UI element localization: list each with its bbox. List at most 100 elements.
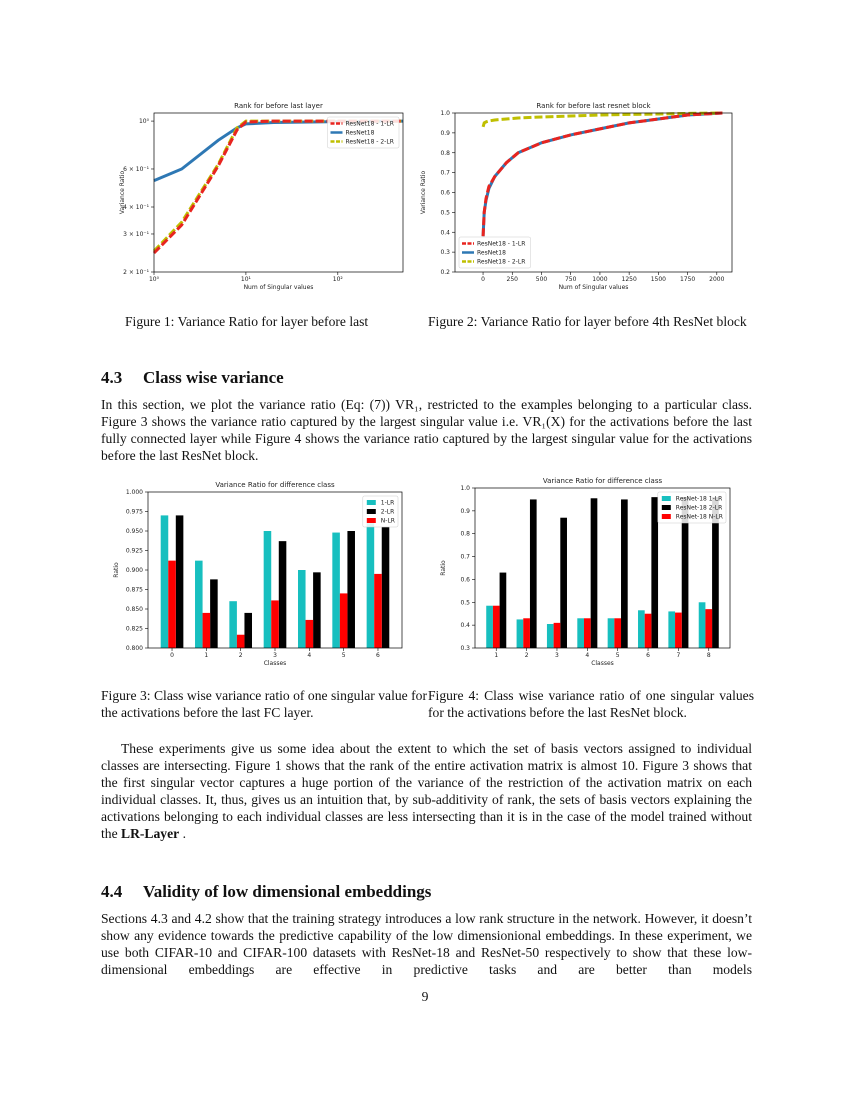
paragraph: Sections 4.3 and 4.2 show that the train… xyxy=(101,911,752,977)
section-heading: 4.3 Class wise variance xyxy=(101,369,284,386)
line-series xyxy=(152,119,403,255)
line-series xyxy=(481,111,723,128)
legend-label: ResNet-18 N-LR xyxy=(676,514,723,521)
bar xyxy=(305,619,314,648)
bar xyxy=(698,602,706,648)
bold-term: LR-Layer xyxy=(121,826,180,841)
bar xyxy=(263,531,272,648)
y-tick-label: 2 × 10⁻¹ xyxy=(123,269,149,276)
section-title: Class wise variance xyxy=(143,368,284,387)
bar xyxy=(347,531,355,648)
figures: Rank for before last layer Num of Singula… xyxy=(113,102,733,667)
bar xyxy=(210,579,218,648)
paragraph: In this section, we plot the variance ra… xyxy=(101,397,752,463)
legend-label: ResNet-18 2-LR xyxy=(676,505,722,512)
y-tick-label: 0.2 xyxy=(440,269,450,276)
bar xyxy=(607,618,615,648)
legend-label: ResNet-18 1-LR xyxy=(676,496,722,503)
caption: Figure 1: Variance Ratio for layer befor… xyxy=(125,314,369,329)
x-tick-label: 7 xyxy=(676,652,680,659)
bar xyxy=(175,515,184,648)
x-tick-label: 6 xyxy=(646,652,650,659)
bar xyxy=(202,612,211,648)
x-tick-label: 8 xyxy=(707,652,711,659)
y-axis-label: Variance Ratio xyxy=(420,171,427,215)
x-tick-label: 2 xyxy=(239,652,243,659)
legend-swatch xyxy=(366,518,376,523)
bar xyxy=(668,611,676,648)
section-heading: 4.4 Validity of low dimensional embedding… xyxy=(101,883,431,900)
y-tick-label: 0.4 xyxy=(460,622,470,629)
legend-label: ResNet18 xyxy=(477,250,506,257)
x-tick-label: 1 xyxy=(204,652,208,659)
text: . xyxy=(182,826,186,841)
bar xyxy=(621,499,628,648)
bar xyxy=(236,634,245,648)
legend-label: ResNet18 - 2-LR xyxy=(477,259,525,266)
plot-frame xyxy=(474,487,731,649)
bar xyxy=(651,497,659,648)
legend-swatch xyxy=(661,505,671,510)
page-number: 9 xyxy=(421,989,429,1004)
y-axis-label: Ratio xyxy=(113,562,120,578)
x-tick-label: 3 xyxy=(555,652,559,659)
x-tick-label: 500 xyxy=(536,276,548,283)
x-tick-label: 1000 xyxy=(592,276,607,283)
chart-title: Variance Ratio for difference class xyxy=(543,477,663,485)
bar xyxy=(339,593,348,648)
y-tick-label: 0.925 xyxy=(126,548,143,555)
legend-label: 1-LR xyxy=(381,500,395,507)
x-tick-label: 10² xyxy=(333,276,344,283)
x-axis-label: Classes xyxy=(591,660,614,667)
x-tick-label: 0 xyxy=(170,652,174,659)
y-tick-label: 6 × 10⁻¹ xyxy=(123,166,149,173)
x-axis-label: Num of Singular values xyxy=(244,284,314,291)
bar xyxy=(712,497,719,648)
bar xyxy=(499,572,507,648)
y-tick-label: 4 × 10⁻¹ xyxy=(123,204,149,211)
bar xyxy=(332,532,340,648)
x-tick-label: 1 xyxy=(494,652,498,659)
bar xyxy=(160,515,169,648)
chart-title: Variance Ratio for difference class xyxy=(215,481,335,489)
bar xyxy=(546,624,554,648)
caption: Figure 3: Class wise variance ratio of o… xyxy=(101,688,427,720)
bar xyxy=(644,613,652,648)
bar xyxy=(366,523,375,648)
bar xyxy=(560,517,567,648)
bar xyxy=(297,570,306,648)
y-tick-label: 1.000 xyxy=(126,489,143,496)
x-tick-label: 1500 xyxy=(651,276,666,283)
bar xyxy=(577,618,584,648)
bar xyxy=(553,622,561,648)
caption: Figure 4: Class wise variance ratio of o… xyxy=(428,688,754,720)
legend-label: ResNet18 xyxy=(346,130,375,137)
bar xyxy=(681,497,689,648)
x-tick-label: 1750 xyxy=(680,276,695,283)
y-tick-label: 1.0 xyxy=(460,485,470,492)
x-tick-label: 10¹ xyxy=(241,276,252,283)
bar xyxy=(675,612,682,648)
caption: Figure 2: Variance Ratio for layer befor… xyxy=(428,314,747,329)
y-tick-label: 0.800 xyxy=(126,645,143,652)
bar xyxy=(492,605,500,648)
section-number: 4.4 xyxy=(101,882,123,901)
y-tick-label: 0.975 xyxy=(126,509,143,516)
chart-title: Rank for before last resnet block xyxy=(536,102,651,110)
x-axis-label: Classes xyxy=(264,660,287,667)
y-tick-label: 0.875 xyxy=(126,587,143,594)
bar xyxy=(374,573,382,648)
bar xyxy=(381,527,390,648)
x-tick-label: 750 xyxy=(565,276,577,283)
x-tick-label: 3 xyxy=(273,652,277,659)
plot-frame xyxy=(153,112,404,273)
y-tick-label: 0.4 xyxy=(440,229,450,236)
x-tick-label: 10⁰ xyxy=(149,276,160,283)
y-tick-label: 0.825 xyxy=(126,626,143,633)
bar xyxy=(529,499,537,648)
x-tick-label: 250 xyxy=(507,276,519,283)
y-tick-label: 0.7 xyxy=(460,554,470,561)
y-tick-label: 0.3 xyxy=(460,645,470,652)
x-tick-label: 5 xyxy=(342,652,346,659)
